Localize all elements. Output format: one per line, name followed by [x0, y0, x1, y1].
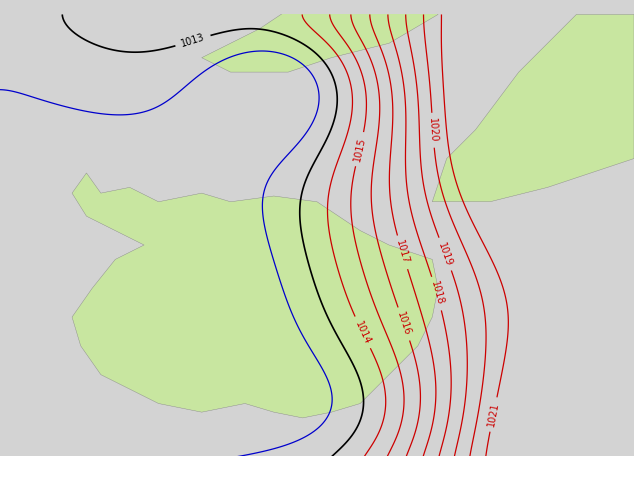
- Text: ©weatheronline.co.uk: ©weatheronline.co.uk: [510, 475, 628, 485]
- Text: 1019: 1019: [436, 241, 454, 267]
- Text: 1021: 1021: [486, 401, 501, 427]
- Text: 1016: 1016: [396, 311, 413, 337]
- Polygon shape: [72, 173, 438, 418]
- Text: Surface pressure [hPa] ECMWF: Surface pressure [hPa] ECMWF: [6, 466, 195, 475]
- Text: 1015: 1015: [352, 136, 367, 162]
- Text: Sa 21-09-2024 06:00 UTC (06+00): Sa 21-09-2024 06:00 UTC (06+00): [418, 456, 628, 466]
- Text: 1012: 1012: [82, 457, 108, 469]
- Text: 1018: 1018: [429, 280, 445, 307]
- Text: 1014: 1014: [353, 319, 372, 345]
- Text: 1020: 1020: [427, 118, 439, 143]
- Text: 1017: 1017: [394, 239, 411, 266]
- Text: 1013: 1013: [180, 32, 206, 49]
- Polygon shape: [432, 14, 634, 202]
- Polygon shape: [202, 0, 438, 72]
